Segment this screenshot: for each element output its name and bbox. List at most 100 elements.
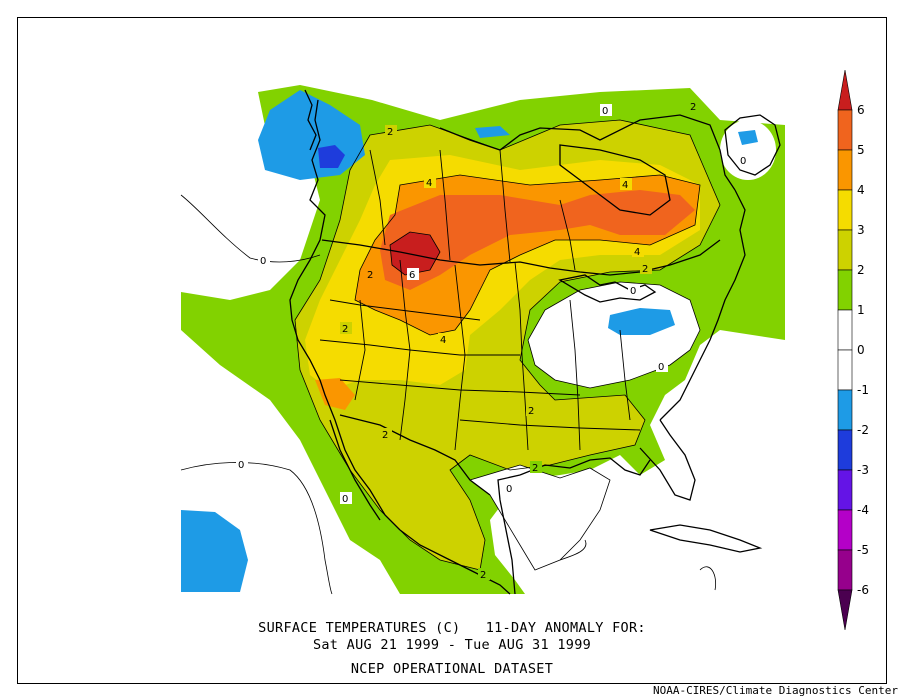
province-line	[559, 199, 576, 271]
contour-line-zero-pacific	[180, 462, 333, 595]
contour-label: 4	[622, 180, 628, 191]
anomaly-region-4to5-south	[315, 378, 355, 410]
colorbar-tick-label: 0	[857, 343, 865, 357]
anomaly-region-below-minus1-arctic	[475, 126, 510, 138]
colorbar-tick-label: -2	[857, 423, 869, 437]
anomaly-region-below-minus2	[318, 145, 345, 168]
colorbar-tick-label: 6	[857, 103, 865, 117]
contour-label: 0	[658, 362, 664, 373]
hudson-bay-outline	[559, 144, 671, 216]
us-canada-border	[321, 239, 721, 276]
contour-line-six	[389, 231, 441, 276]
contour-label: 2	[690, 102, 696, 113]
contour-label: 4	[426, 178, 432, 189]
state-line	[399, 259, 411, 441]
state-line	[459, 419, 641, 431]
contour-line-zero-gulf	[469, 464, 611, 571]
colorbar-band	[837, 229, 853, 271]
contour-label: 2	[532, 463, 538, 474]
colorbar-tip-top	[837, 69, 853, 111]
contour-label: 0	[630, 286, 636, 297]
colorbar-band	[837, 149, 853, 191]
mexico-gulf-coast	[399, 529, 511, 595]
state-line	[354, 299, 366, 401]
province-line	[369, 149, 386, 246]
colorbar-tip-bottom	[837, 589, 853, 631]
contour-label: 2	[387, 127, 393, 138]
colorbar-tick-label: -3	[857, 463, 869, 477]
colorbar-band	[837, 309, 853, 351]
contour-line-zero-west	[180, 194, 321, 263]
state-line	[514, 261, 529, 451]
anomaly-region-below-minus1-greenland-core	[738, 130, 758, 145]
anomaly-region-5to6	[380, 190, 695, 290]
greenland-outline	[724, 114, 781, 176]
colorbar-tick-label: -6	[857, 583, 869, 597]
state-line	[339, 379, 581, 396]
colorbar-tick-label: 3	[857, 223, 865, 237]
contour-label: 2	[382, 430, 388, 441]
contour-label: 0	[342, 494, 348, 505]
contour-label: 0	[506, 484, 512, 495]
contour-labels: 2 2 4 4 6 4 2 0 0 2 2 4 2 0 0 2 0 2 0	[236, 100, 750, 581]
contour-label: 2	[528, 406, 534, 417]
state-line	[329, 299, 481, 321]
contour-label: 4	[634, 247, 640, 258]
colorbar-tick-label: 1	[857, 303, 865, 317]
coastlines-and-borders	[289, 89, 781, 595]
colorbar-band	[837, 429, 853, 471]
contour-label: 0	[238, 460, 244, 471]
colorbar-tick-label: -1	[857, 383, 869, 397]
colorbar-tick-label: 2	[857, 263, 865, 277]
colorbar-band	[837, 189, 853, 231]
baja-outline	[329, 419, 381, 521]
state-line	[619, 329, 631, 421]
province-line	[439, 149, 451, 261]
cuba-outline	[649, 524, 763, 553]
contour-label: 2	[642, 264, 648, 275]
anomaly-region-below-minus1-pacific	[181, 510, 248, 592]
contour-line-caribbean	[699, 566, 717, 591]
colorbar-tick-label: -5	[857, 543, 869, 557]
east-coast-outline	[659, 189, 746, 421]
west-coast-outline	[289, 99, 401, 531]
state-line	[569, 299, 581, 451]
map-title-line3: NCEP OPERATIONAL DATASET	[350, 661, 554, 677]
map-title-line2: Sat AUG 21 1999 - Tue AUG 31 1999	[312, 637, 592, 653]
province-line	[499, 149, 511, 263]
state-line	[454, 264, 466, 451]
contour-label: 2	[480, 570, 486, 581]
state-boundaries	[319, 149, 641, 451]
contour-line-two	[294, 119, 721, 571]
colorbar-band	[837, 469, 853, 511]
contour-label: 0	[740, 156, 746, 167]
anomaly-region-below-minus1-east	[608, 308, 675, 335]
anomaly-region-greenland-neutral	[720, 120, 776, 180]
contour-label: 6	[409, 270, 415, 281]
alaska-panhandle	[304, 89, 317, 151]
colorbar-tick-label: -4	[857, 503, 869, 517]
great-lakes-outline	[558, 274, 657, 303]
colorbar-tick-label: 4	[857, 183, 865, 197]
colorbar-band	[837, 509, 853, 551]
mexico-east-coast	[497, 474, 521, 595]
contour-label: 2	[367, 270, 373, 281]
florida-outline	[639, 419, 696, 501]
contour-line-zero-east	[527, 281, 701, 389]
colorbar: 6 5 4 3 2 1 0 -1 -2 -3 -4 -5 -6	[837, 69, 869, 631]
contour-line-gulf-south	[559, 539, 587, 561]
colorbar-band	[837, 349, 853, 391]
colorbar-band	[837, 269, 853, 311]
contour-label: 4	[440, 335, 446, 346]
colorbar-band	[837, 109, 853, 151]
gulf-coast-us	[519, 457, 651, 476]
colorbar-band	[837, 549, 853, 591]
colorbar-tick-label: 5	[857, 143, 865, 157]
contour-label: 0	[260, 256, 266, 267]
contour-label: 0	[602, 106, 608, 117]
us-mexico-border	[339, 414, 491, 496]
colorbar-band	[837, 389, 853, 431]
anomaly-region-above-6	[390, 232, 440, 275]
contour-label: 2	[342, 324, 348, 335]
